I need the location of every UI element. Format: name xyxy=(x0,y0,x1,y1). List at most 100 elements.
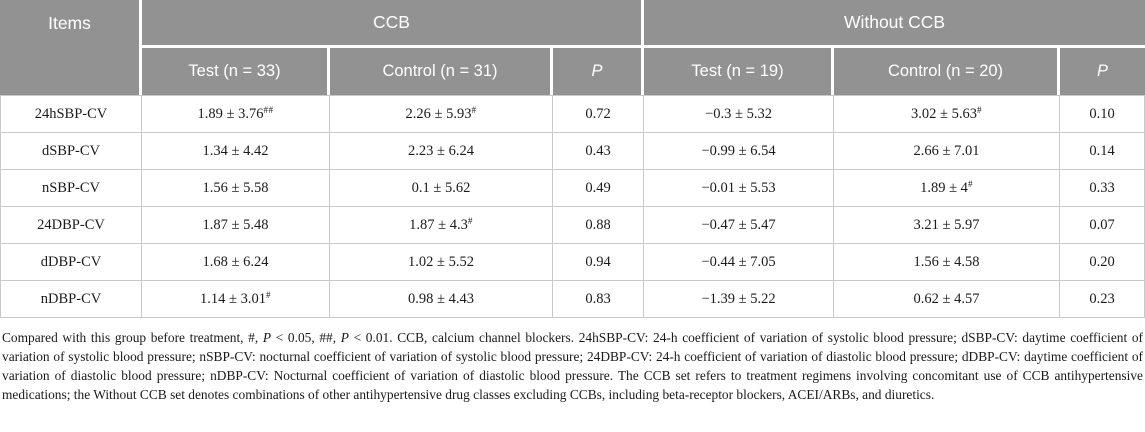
cell-text: 0.98 ± 4.43 xyxy=(408,290,474,307)
cell-value: −0.3 ± 5.32 xyxy=(644,95,835,133)
row-label: 24hSBP-CV xyxy=(0,95,142,133)
results-table: Items CCB Without CCB Test (n = 33) Cont… xyxy=(0,0,1145,318)
cell-text: 0.07 xyxy=(1089,216,1115,233)
cell-p-value: 0.72 xyxy=(553,95,645,133)
cell-value: 2.66 ± 7.01 xyxy=(834,133,1061,170)
cell-text: 1.14 ± 3.01 xyxy=(200,290,266,307)
cell-p-value: 0.83 xyxy=(553,281,645,318)
table-row: dDBP-CV 1.68 ± 6.24 1.02 ± 5.52 0.94 −0.… xyxy=(0,244,1145,281)
subheader-test-ccb: Test (n = 33) xyxy=(142,48,330,95)
table-row: dSBP-CV 1.34 ± 4.42 2.23 ± 6.24 0.43 −0.… xyxy=(0,133,1145,170)
row-label: dSBP-CV xyxy=(0,133,142,170)
cell-value: −0.44 ± 7.05 xyxy=(644,244,835,281)
cell-value: 0.62 ± 4.57 xyxy=(834,281,1061,318)
cell-value: 1.56 ± 4.58 xyxy=(834,244,1061,281)
cell-text: −0.01 ± 5.53 xyxy=(701,179,776,196)
cell-text: −0.99 ± 6.54 xyxy=(701,142,776,159)
cell-value: 1.87 ± 5.48 xyxy=(142,207,330,244)
footnote: Compared with this group before treatmen… xyxy=(2,328,1143,405)
subheader-control-without-ccb: Control (n = 20) xyxy=(834,48,1061,95)
table-header: Items CCB Without CCB Test (n = 33) Cont… xyxy=(0,0,1145,95)
cell-value: 1.34 ± 4.42 xyxy=(142,133,330,170)
cell-text: 1.02 ± 5.52 xyxy=(408,253,474,270)
cell-value: 1.89 ± 3.76## xyxy=(142,95,330,133)
cell-text: 1.87 ± 4.3 xyxy=(409,216,468,233)
significance-marker: # xyxy=(467,215,473,226)
cell-text: 3.21 ± 5.97 xyxy=(913,216,980,233)
cell-text: 0.14 xyxy=(1089,142,1115,159)
cell-value: 1.14 ± 3.01# xyxy=(142,281,330,318)
cell-text: 1.56 ± 5.58 xyxy=(202,179,269,196)
cell-p-value: 0.10 xyxy=(1060,95,1145,133)
cell-text: 0.88 xyxy=(585,216,611,233)
cell-text: 3.02 ± 5.63 xyxy=(911,105,977,122)
header-items: Items xyxy=(0,0,142,95)
subheader-p-ccb: P xyxy=(553,48,645,95)
cell-text: 1.56 ± 4.58 xyxy=(913,253,980,270)
significance-marker: ## xyxy=(263,104,274,115)
subheader-test-without-ccb: Test (n = 19) xyxy=(644,48,835,95)
row-label: nDBP-CV xyxy=(0,281,142,318)
cell-text: 0.1 ± 5.62 xyxy=(411,179,471,196)
cell-text: −0.47 ± 5.47 xyxy=(701,216,776,233)
row-label: 24DBP-CV xyxy=(0,207,142,244)
subheader-p-without-ccb: P xyxy=(1060,48,1145,95)
header-group-ccb: CCB xyxy=(142,0,645,48)
cell-text: 1.89 ± 3.76 xyxy=(197,105,264,122)
cell-text: 2.66 ± 7.01 xyxy=(913,142,980,159)
cell-value: 2.26 ± 5.93# xyxy=(330,95,553,133)
cell-text: 0.10 xyxy=(1089,105,1115,122)
cell-text: −1.39 ± 5.22 xyxy=(701,290,776,307)
cell-text: 0.83 xyxy=(585,290,611,307)
cell-value: 0.1 ± 5.62 xyxy=(330,170,553,207)
footnote-text: < 0.01. CCB, calcium channel blockers. 2… xyxy=(2,330,1143,403)
cell-value: −1.39 ± 5.22 xyxy=(644,281,835,318)
cell-text: 0.49 xyxy=(585,179,611,196)
subheader-control-ccb: Control (n = 31) xyxy=(330,48,553,95)
cell-text: 1.34 ± 4.42 xyxy=(202,142,269,159)
table-body: 24hSBP-CV 1.89 ± 3.76## 2.26 ± 5.93# 0.7… xyxy=(0,95,1145,318)
cell-value: 1.89 ± 4# xyxy=(834,170,1061,207)
table-row: 24DBP-CV 1.87 ± 5.48 1.87 ± 4.3# 0.88 −0… xyxy=(0,207,1145,244)
cell-value: 1.68 ± 6.24 xyxy=(142,244,330,281)
footnote-text: < 0.05, ##, xyxy=(271,330,341,345)
cell-p-value: 0.07 xyxy=(1060,207,1145,244)
footnote-text: Compared with this group before treatmen… xyxy=(2,330,263,345)
cell-p-value: 0.49 xyxy=(553,170,645,207)
significance-marker: # xyxy=(471,104,477,115)
cell-text: 0.23 xyxy=(1089,290,1115,307)
cell-text: 1.87 ± 5.48 xyxy=(202,216,269,233)
cell-value: 1.56 ± 5.58 xyxy=(142,170,330,207)
significance-marker: # xyxy=(265,289,271,300)
cell-value: −0.01 ± 5.53 xyxy=(644,170,835,207)
cell-value: 2.23 ± 6.24 xyxy=(330,133,553,170)
cell-text: 0.20 xyxy=(1089,253,1115,270)
table-row: nDBP-CV 1.14 ± 3.01# 0.98 ± 4.43 0.83 −1… xyxy=(0,281,1145,318)
cell-p-value: 0.20 xyxy=(1060,244,1145,281)
header-group-without-ccb: Without CCB xyxy=(644,0,1145,48)
cell-text: −0.3 ± 5.32 xyxy=(705,105,772,122)
cell-text: 0.43 xyxy=(585,142,611,159)
footnote-p-italic: P xyxy=(262,330,272,345)
cell-value: 0.98 ± 4.43 xyxy=(330,281,553,318)
cell-value: −0.47 ± 5.47 xyxy=(644,207,835,244)
cell-text: 2.23 ± 6.24 xyxy=(408,142,474,159)
cell-text: 0.94 xyxy=(585,253,611,270)
cell-p-value: 0.94 xyxy=(553,244,645,281)
table-row: 24hSBP-CV 1.89 ± 3.76## 2.26 ± 5.93# 0.7… xyxy=(0,95,1145,133)
cell-value: −0.99 ± 6.54 xyxy=(644,133,835,170)
row-label: dDBP-CV xyxy=(0,244,142,281)
cell-text: 2.26 ± 5.93 xyxy=(405,105,472,122)
cell-p-value: 0.14 xyxy=(1060,133,1145,170)
significance-marker: # xyxy=(967,178,973,189)
cell-text: −0.44 ± 7.05 xyxy=(701,253,776,270)
table-row: nSBP-CV 1.56 ± 5.58 0.1 ± 5.62 0.49 −0.0… xyxy=(0,170,1145,207)
cell-text: 0.33 xyxy=(1089,179,1115,196)
cell-text: 0.62 ± 4.57 xyxy=(913,290,980,307)
cell-value: 1.02 ± 5.52 xyxy=(330,244,553,281)
cell-value: 1.87 ± 4.3# xyxy=(330,207,553,244)
cell-text: 1.68 ± 6.24 xyxy=(202,253,269,270)
footnote-p-italic: P xyxy=(340,330,349,345)
cell-p-value: 0.43 xyxy=(553,133,645,170)
